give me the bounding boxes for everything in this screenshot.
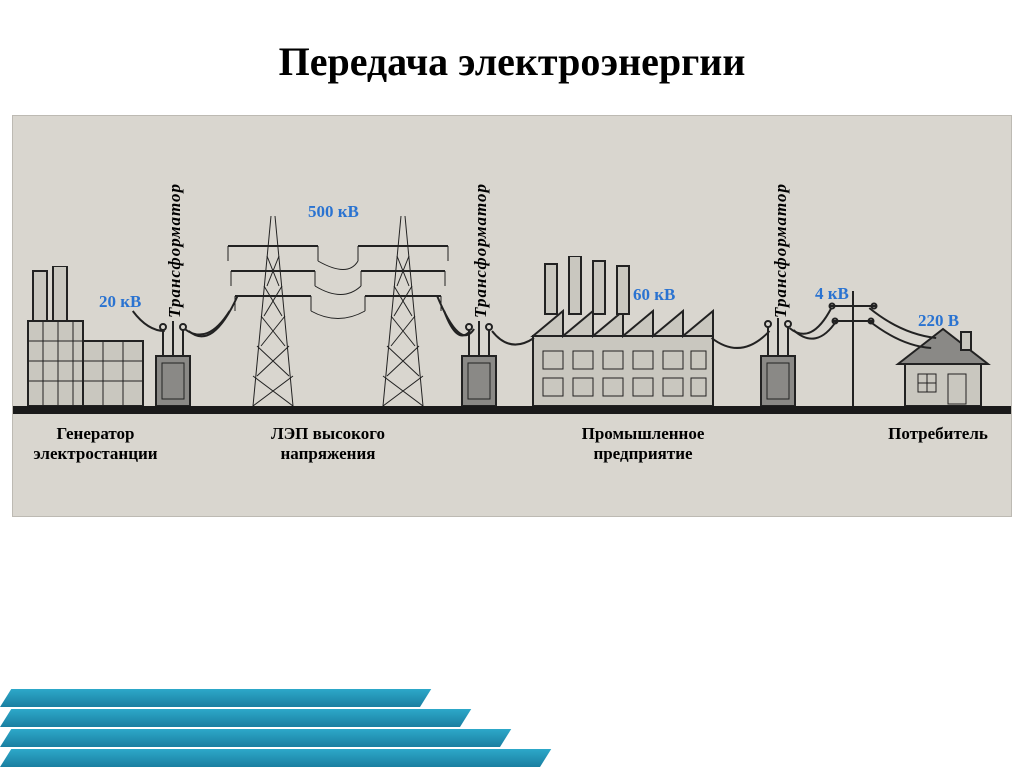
utility-pole-icon — [828, 291, 878, 406]
house-icon — [893, 326, 993, 406]
transformer-2-label: Трансформатор — [471, 158, 491, 318]
transformer-3-icon — [758, 316, 798, 406]
voltage-industry: 60 кВ — [633, 285, 675, 305]
caption-industry: Промышленноепредприятие — [543, 424, 743, 464]
diagram-canvas: 20 кВ 500 кВ 60 кВ 4 кВ 220 В Трансформа… — [12, 115, 1012, 517]
transformer-1-icon — [153, 321, 193, 406]
caption-line: ЛЭП высокогонапряжения — [238, 424, 418, 464]
voltage-generator: 20 кВ — [99, 292, 141, 312]
transmission-tower-icon — [213, 206, 463, 406]
transformer-2-icon — [459, 321, 499, 406]
voltage-distribution: 4 кВ — [815, 284, 849, 304]
power-plant-icon — [23, 266, 153, 406]
voltage-consumer: 220 В — [918, 311, 959, 331]
transformer-1-label: Трансформатор — [165, 158, 185, 318]
ground-line — [13, 406, 1011, 414]
factory-icon — [523, 256, 723, 406]
accent-stripes — [0, 687, 540, 767]
voltage-line: 500 кВ — [308, 202, 359, 222]
transformer-3-label: Трансформатор — [771, 158, 791, 318]
caption-generator: Генераторэлектростанции — [18, 424, 173, 464]
caption-consumer: Потребитель — [873, 424, 1003, 444]
page-title: Передача электроэнергии — [0, 38, 1024, 85]
